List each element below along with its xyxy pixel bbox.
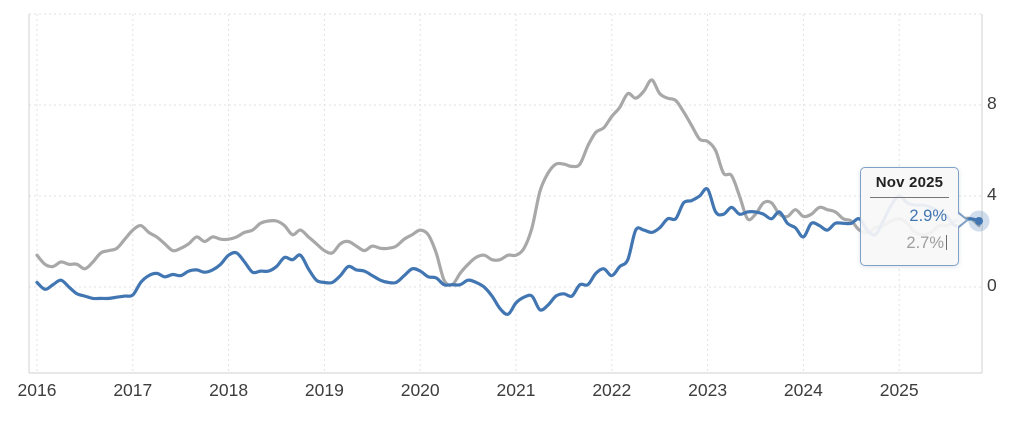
- text-caret: [946, 234, 947, 250]
- y-axis-label: 4: [987, 184, 997, 204]
- x-axis-label: 2023: [688, 380, 727, 400]
- x-axis-label: 2024: [784, 380, 823, 400]
- x-axis-label: 2020: [401, 380, 440, 400]
- x-axis-label: 2016: [18, 380, 57, 400]
- tooltip-date-label: Nov 2025: [870, 174, 949, 198]
- x-axis-label: 2025: [880, 380, 919, 400]
- x-axis-label: 2022: [592, 380, 631, 400]
- chart-tooltip: Nov 2025 2.9% 2.7%: [860, 167, 969, 266]
- y-axis-label: 8: [987, 93, 997, 113]
- tooltip-primary-value: 2.9%: [909, 207, 947, 225]
- tooltip-secondary-value: 2.7%: [861, 234, 958, 252]
- series-line-primary-blue: [35, 187, 981, 317]
- hover-marker: [975, 217, 983, 225]
- tooltip-callout-arrow-fill: [957, 213, 966, 227]
- series-line-secondary-gray: [35, 78, 981, 287]
- x-axis-label: 2018: [209, 380, 248, 400]
- x-axis-label: 2017: [113, 380, 152, 400]
- x-axis-label: 2019: [305, 380, 344, 400]
- y-axis-label: 0: [987, 275, 997, 295]
- x-axis-label: 2021: [497, 380, 536, 400]
